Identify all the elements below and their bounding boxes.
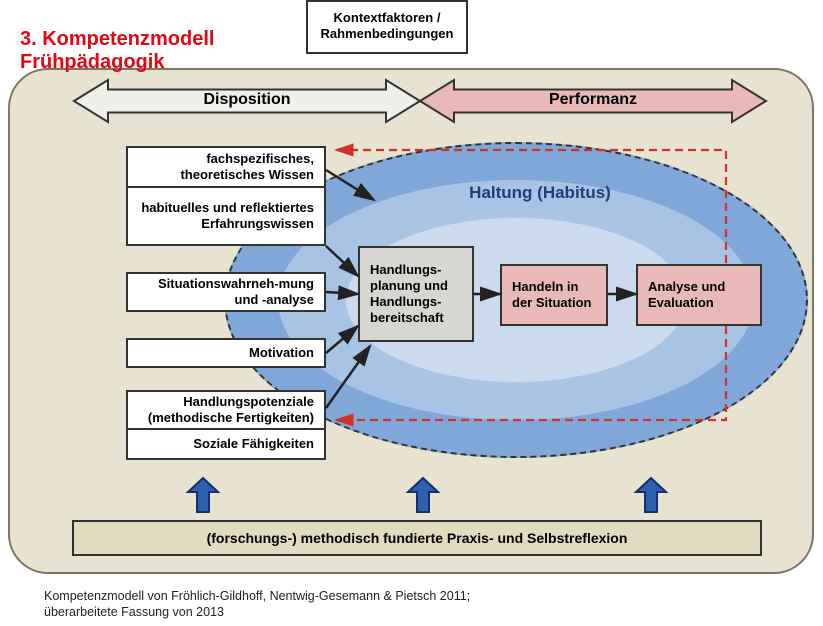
box-handeln: Handeln in der Situation <box>500 264 608 326</box>
footer-reflexion-bar: (forschungs-) methodisch fundierte Praxi… <box>72 520 762 556</box>
disposition-label: Disposition <box>74 91 420 111</box>
box-fachwissen-text: fachspezifisches, theoretisches Wissen <box>138 151 314 182</box>
performanz-label: Performanz <box>420 91 766 111</box>
citation-line1: Kompetenzmodell von Fröhlich-Gildhoff, N… <box>44 588 470 604</box>
box-handlungspotenziale: Handlungspotenziale (methodische Fertigk… <box>126 390 326 430</box>
diagram-canvas: 3. Kompetenzmodell Frühpädagogik Kontext… <box>0 0 823 626</box>
box-soziale-faehigkeiten: Soziale Fähigkeiten <box>126 430 326 460</box>
box-motivation-text: Motivation <box>249 345 314 361</box>
title-line1: 3. Kompetenzmodell <box>20 28 214 51</box>
title-line2: Frühpädagogik <box>20 51 214 74</box>
box-handeln-text: Handeln in der Situation <box>512 279 596 312</box>
citation-line2: überarbeitete Fassung von 2013 <box>44 604 470 620</box>
box-erfahrungswissen-text: habituelles und reflektiertes Erfahrungs… <box>138 200 314 231</box>
page-title: 3. Kompetenzmodell Frühpädagogik <box>20 28 214 74</box>
box-situationswahrnehmung-text: Situationswahrneh-mung und -analyse <box>138 276 314 307</box>
context-line1: Kontextfaktoren / <box>314 10 460 26</box>
box-evaluation-text: Analyse und Evaluation <box>648 279 750 312</box>
box-situationswahrnehmung: Situationswahrneh-mung und -analyse <box>126 272 326 312</box>
context-line2: Rahmenbedingungen <box>314 26 460 42</box>
citation: Kompetenzmodell von Fröhlich-Gildhoff, N… <box>44 588 470 621</box>
box-soziale-faehigkeiten-text: Soziale Fähigkeiten <box>193 436 314 452</box>
context-box: Kontextfaktoren / Rahmenbedingungen <box>306 0 468 54</box>
footer-reflexion-text: (forschungs-) methodisch fundierte Praxi… <box>207 530 628 546</box>
box-fachwissen: fachspezifisches, theoretisches Wissen <box>126 146 326 188</box>
box-handlungsplanung-text: Handlungs-planung und Handlungs-bereitsc… <box>370 262 462 327</box>
box-handlungspotenziale-text: Handlungspotenziale (methodische Fertigk… <box>138 394 314 425</box>
box-evaluation: Analyse und Evaluation <box>636 264 762 326</box>
habitus-label: Haltung (Habitus) <box>430 183 650 207</box>
box-motivation: Motivation <box>126 338 326 368</box>
box-erfahrungswissen: habituelles und reflektiertes Erfahrungs… <box>126 188 326 246</box>
box-handlungsplanung: Handlungs-planung und Handlungs-bereitsc… <box>358 246 474 342</box>
